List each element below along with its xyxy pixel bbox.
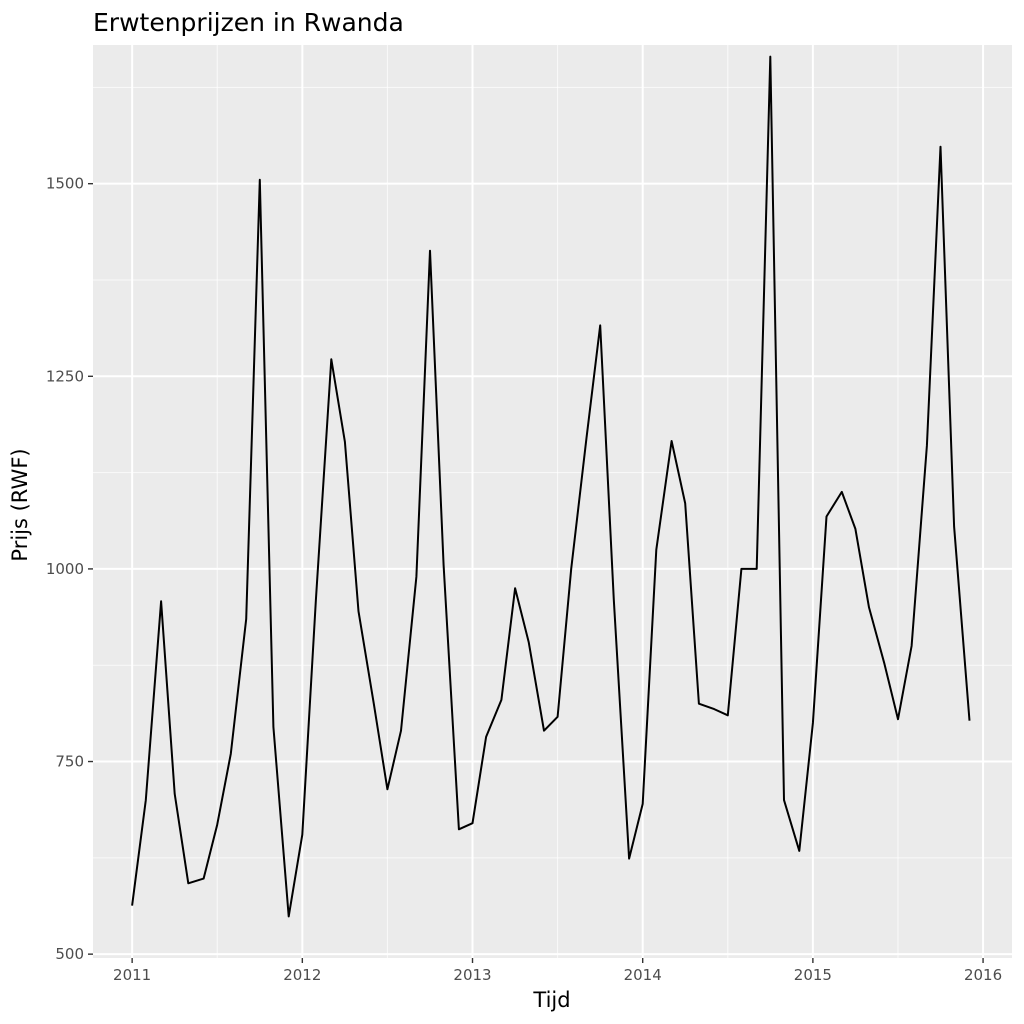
chart-title: Erwtenprijzen in Rwanda [93, 8, 404, 37]
minor-gridlines [93, 45, 1012, 958]
x-tick-label: 2016 [964, 966, 1002, 984]
y-tick-label: 1000 [46, 560, 84, 578]
plot-panel [93, 45, 1012, 958]
axis-tick-labels: 2011 2012 2013 2014 2015 2016 500 750 1000 1250 15… [46, 175, 1002, 984]
major-gridlines [93, 45, 1012, 958]
y-axis-title: Prijs (RWF) [8, 448, 32, 561]
y-tick-label: 1500 [46, 175, 84, 193]
x-tick-label: 2013 [453, 966, 491, 984]
x-axis-title: Tijd [532, 988, 570, 1012]
axis-ticks [88, 182, 984, 963]
y-tick-label: 750 [55, 753, 84, 771]
x-tick-label: 2012 [283, 966, 321, 984]
series-layer [131, 55, 971, 918]
y-tick-label: 500 [55, 945, 84, 963]
x-tick-label: 2011 [113, 966, 151, 984]
y-tick-label: 1250 [46, 367, 84, 385]
x-tick-label: 2015 [794, 966, 832, 984]
x-tick-label: 2014 [624, 966, 662, 984]
price-series-line [131, 55, 971, 918]
